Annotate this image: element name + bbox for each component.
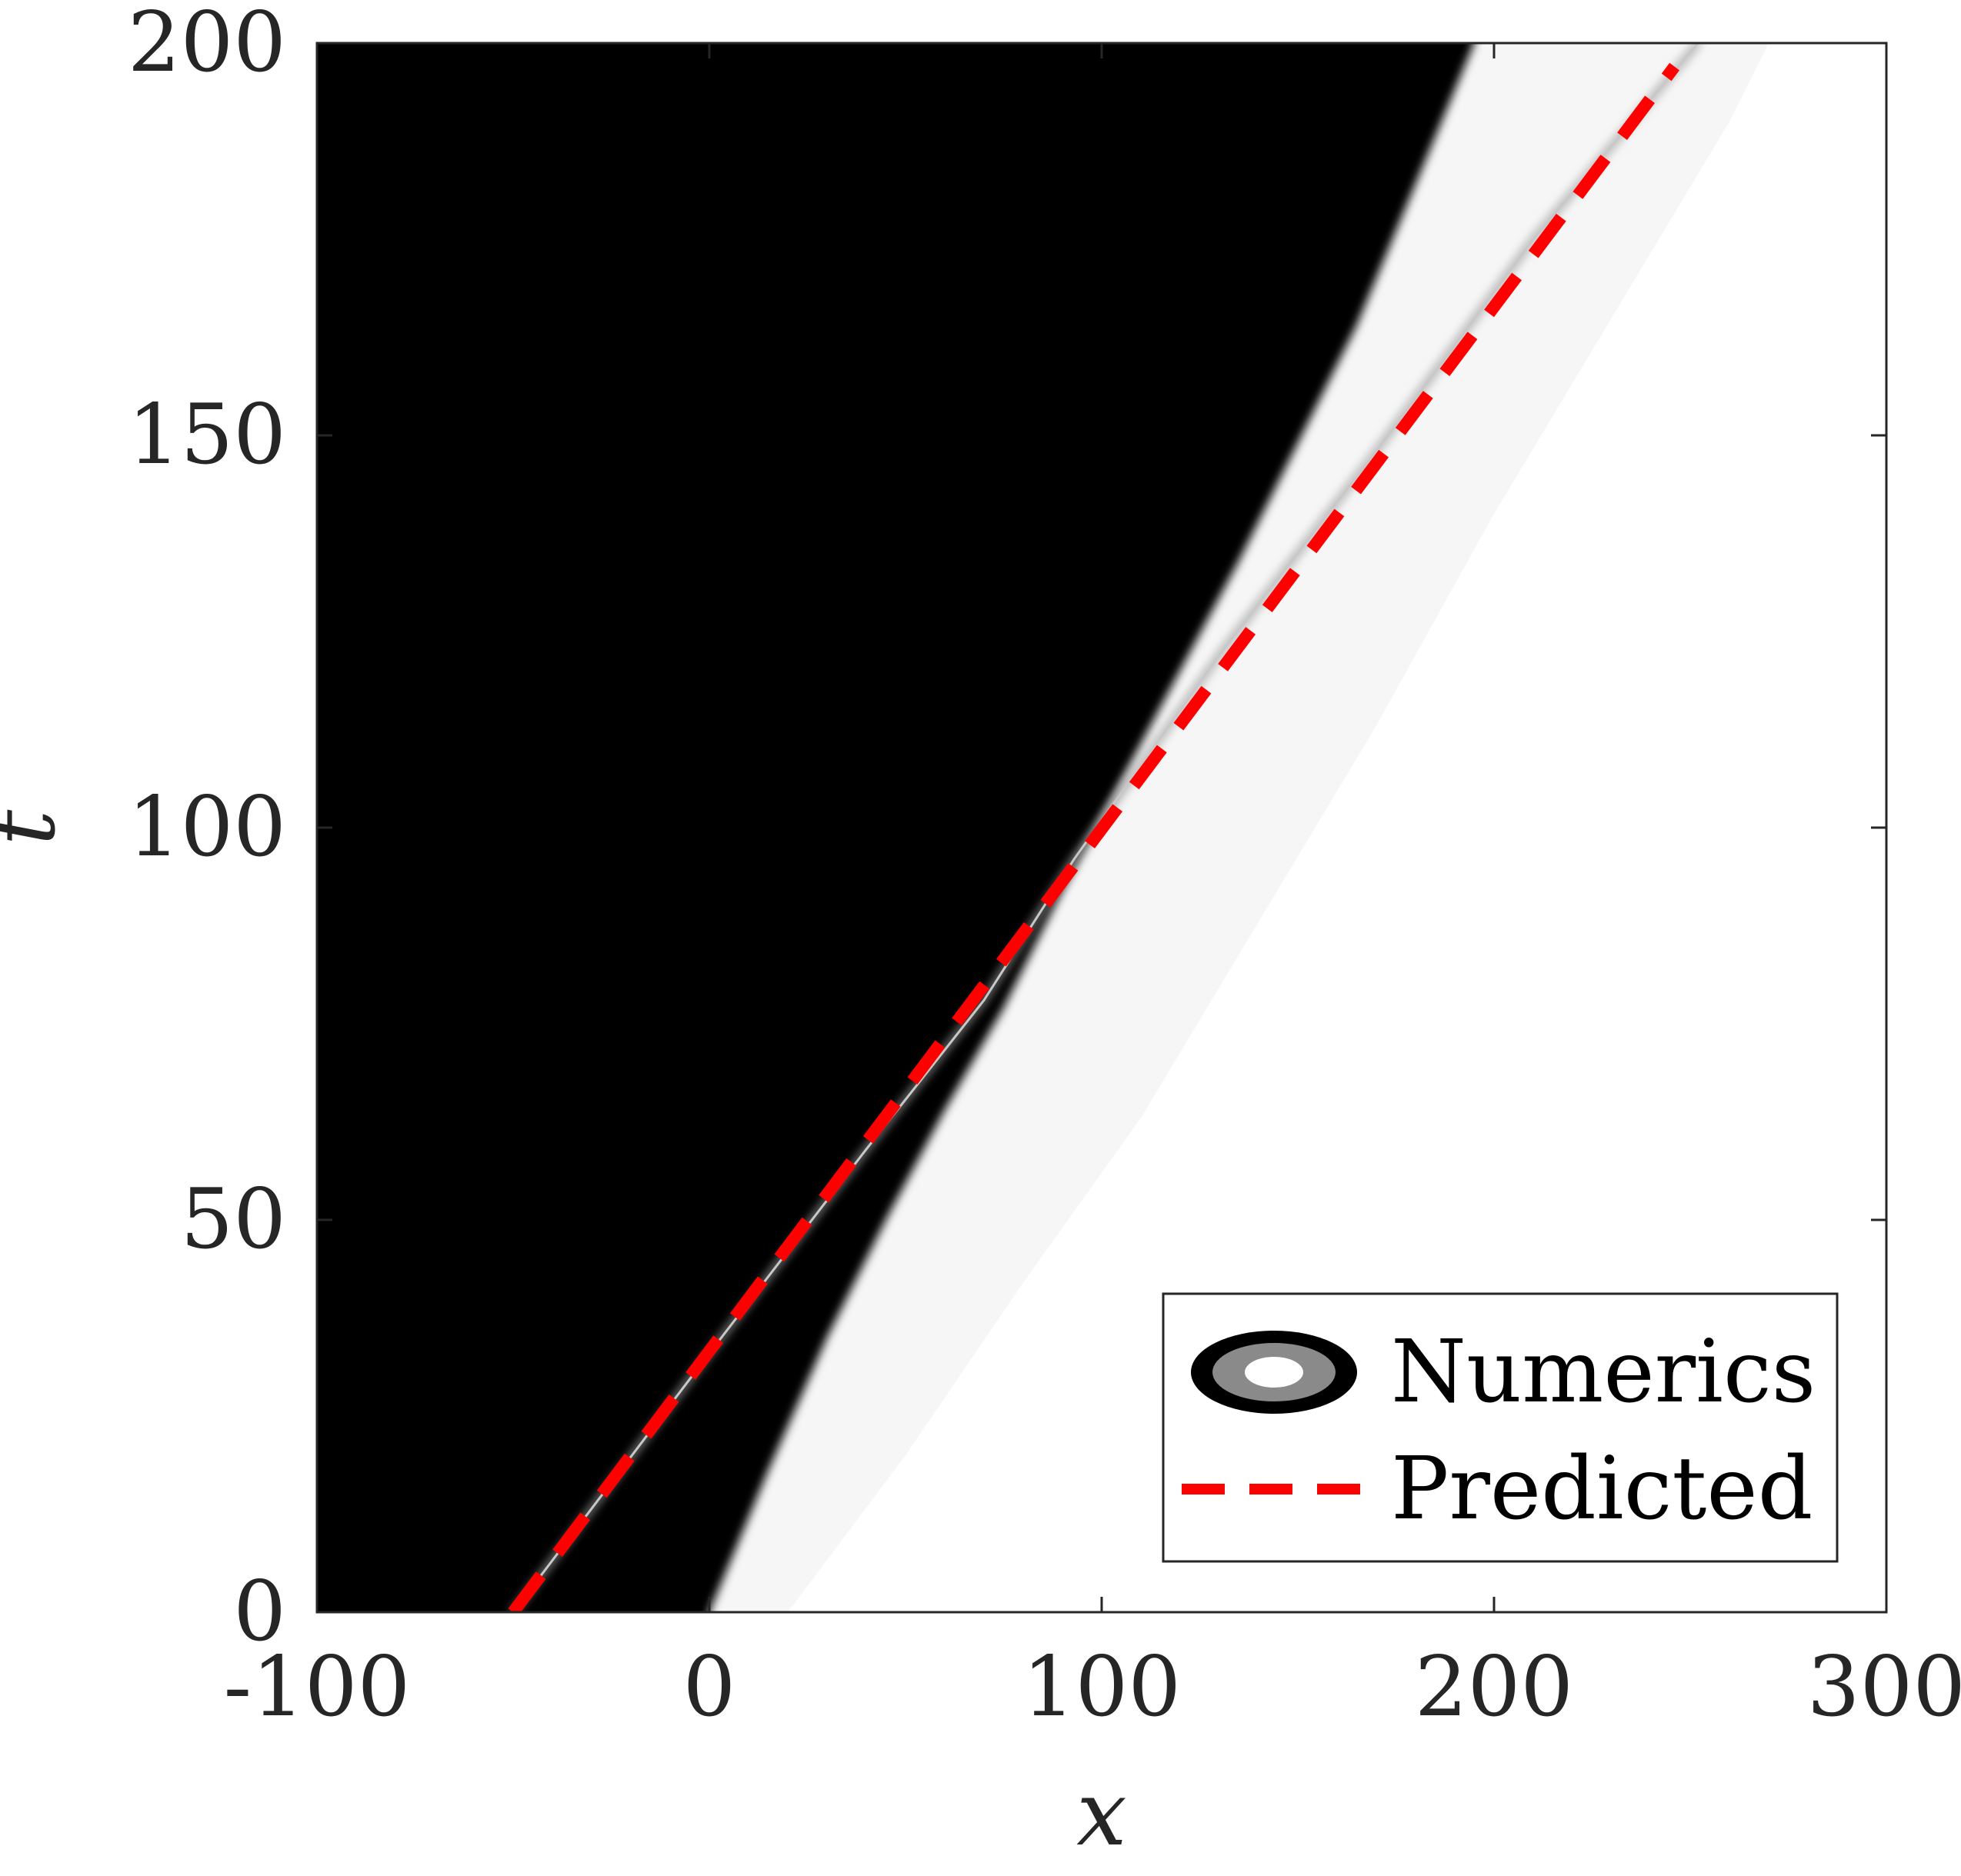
y-tick-label: 100 [128, 779, 286, 875]
x-tick-label: 200 [1415, 1639, 1573, 1735]
y-tick-label: 50 [181, 1171, 286, 1268]
legend-label-predicted: Predicted [1391, 1439, 1813, 1539]
dark-region [317, 43, 1475, 1612]
series-line-predicted [508, 62, 1679, 1612]
y-tick-label: 0 [233, 1564, 286, 1660]
x-tick-label: 0 [683, 1639, 736, 1735]
ticks-layer [315, 42, 1888, 1614]
y-axis-title: t [0, 809, 75, 845]
x-tick-label: 300 [1807, 1639, 1961, 1735]
series-layer [508, 62, 1679, 1612]
legend-label-numerics: Numerics [1391, 1322, 1816, 1422]
y-tick-label: 200 [128, 0, 286, 91]
light-band-region [709, 43, 1769, 1612]
x-tick-label: 100 [1022, 1639, 1181, 1735]
plot-area [317, 43, 1886, 1612]
y-tick-label: 150 [128, 387, 286, 483]
x-axis-title: x [1076, 1762, 1126, 1866]
legend: Numerics Predicted [1162, 1292, 1839, 1563]
contour-ellipse-icon [1191, 1331, 1357, 1414]
x-tick-label: -100 [224, 1639, 411, 1735]
